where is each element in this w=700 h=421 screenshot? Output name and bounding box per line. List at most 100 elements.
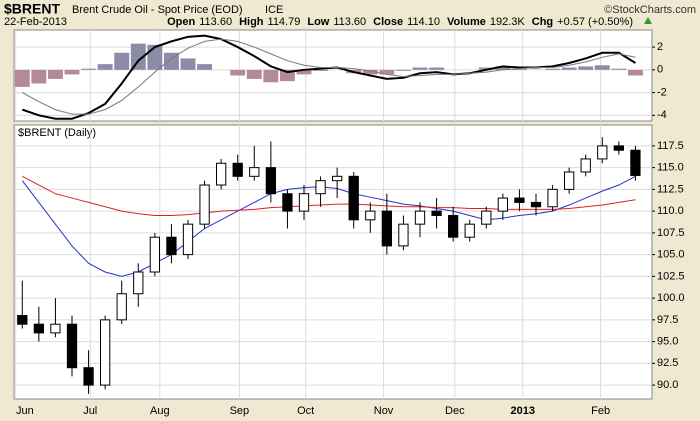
exchange: ICE xyxy=(265,4,283,16)
histogram-bar xyxy=(180,58,196,70)
histogram-bar xyxy=(495,66,511,70)
candle-body xyxy=(133,271,144,295)
candle-body xyxy=(514,197,525,203)
quote-label: Chg xyxy=(532,16,553,28)
histogram-bar xyxy=(478,67,494,70)
candle-body xyxy=(182,223,194,256)
histogram-bar xyxy=(114,52,130,70)
quote-label: Low xyxy=(307,16,329,28)
y-tick-label: 102.5 xyxy=(657,270,685,282)
x-tick-label: Aug xyxy=(150,405,170,417)
quote-label: Volume xyxy=(447,16,486,28)
candle-body xyxy=(547,188,558,208)
y-tick-label: 115.0 xyxy=(657,162,684,174)
histogram-bar xyxy=(611,68,627,70)
histogram-bar xyxy=(412,67,428,70)
price-panel xyxy=(13,124,653,400)
candle-body xyxy=(497,197,508,212)
y-tick-label: -4 xyxy=(657,109,667,121)
credit: ©StockCharts.com xyxy=(604,4,696,16)
candle-body xyxy=(564,171,575,190)
quote-bar: Open 113.60 High 114.79 Low 113.60 Close 114.10… xyxy=(167,16,633,28)
candle-body xyxy=(17,314,28,325)
y-tick-label: 110.0 xyxy=(657,205,684,217)
histogram-bar xyxy=(31,69,47,84)
candle-body xyxy=(116,293,127,321)
ticker: $BRENT xyxy=(4,1,60,17)
candle-body xyxy=(365,210,376,221)
histogram-bar xyxy=(163,52,179,70)
histogram-bar xyxy=(379,69,395,75)
y-tick-label: 2 xyxy=(657,41,663,53)
y-tick-label: 95.0 xyxy=(657,335,678,347)
quote-value: 192.3K xyxy=(490,16,526,28)
quote-label: Close xyxy=(373,16,403,28)
y-tick-label: 100.0 xyxy=(657,292,685,304)
candle-body xyxy=(166,236,177,256)
x-tick-label: Sep xyxy=(230,405,250,417)
y-tick-label: 90.0 xyxy=(657,379,678,391)
histogram-bar xyxy=(130,43,146,70)
up-arrow xyxy=(644,17,652,24)
y-tick-label: 112.5 xyxy=(657,183,684,195)
candle-body xyxy=(199,184,210,225)
histogram-bar xyxy=(511,68,527,70)
x-tick-label: Jul xyxy=(83,405,97,417)
candle-body xyxy=(315,180,326,195)
candle-body xyxy=(630,149,641,176)
histogram-bar xyxy=(230,69,246,76)
y-tick-label: 0 xyxy=(657,64,663,76)
x-tick-label: Nov xyxy=(374,405,394,417)
histogram-bar xyxy=(64,69,80,75)
candle-body xyxy=(282,193,293,212)
candle-body xyxy=(580,158,591,173)
y-tick-label: 105.0 xyxy=(657,249,685,261)
line xyxy=(21,175,636,277)
x-tick-label: Dec xyxy=(445,405,465,417)
quote-value: 114.10 xyxy=(407,16,440,28)
candle-body xyxy=(232,162,243,177)
histogram-bar xyxy=(14,69,30,87)
candle-body xyxy=(431,210,442,216)
y-tick-label: 92.5 xyxy=(657,357,678,369)
date: 22-Feb-2013 xyxy=(4,16,67,28)
candle-body xyxy=(298,193,310,212)
candle-body xyxy=(249,167,260,177)
quote-value: 114.79 xyxy=(268,16,301,28)
candle-body xyxy=(398,223,409,247)
y-tick-label: 107.5 xyxy=(657,227,685,239)
line xyxy=(22,38,636,115)
histogram-bar xyxy=(395,69,411,71)
histogram-bar xyxy=(97,64,113,70)
histogram-bar xyxy=(313,69,329,71)
histogram-bar xyxy=(81,68,97,70)
x-tick-label: 2013 xyxy=(511,405,535,417)
candle-body xyxy=(613,145,624,151)
histogram-bar xyxy=(246,69,262,79)
histogram-bar xyxy=(429,67,445,70)
histogram-bar xyxy=(545,68,561,70)
candle-body xyxy=(66,323,78,369)
candle-body xyxy=(33,323,44,334)
histogram-bar xyxy=(561,67,577,70)
histogram-bar xyxy=(197,64,213,70)
candle-body xyxy=(597,145,608,160)
y-tick-label: 97.5 xyxy=(657,314,678,326)
histogram-bar xyxy=(47,69,63,79)
candle-body xyxy=(381,210,392,247)
candle-body xyxy=(100,319,111,386)
x-tick-label: Feb xyxy=(591,405,610,417)
candle-body xyxy=(332,175,343,182)
candle-body xyxy=(149,236,160,273)
histogram-bar xyxy=(578,66,594,70)
macd-panel xyxy=(13,29,653,122)
histogram-bar xyxy=(362,69,378,75)
candle-body xyxy=(481,210,492,225)
y-tick-label: 117.5 xyxy=(657,140,684,152)
candle-body xyxy=(530,201,542,208)
x-tick-label: Jun xyxy=(16,405,34,417)
quote-label: Open xyxy=(167,16,195,28)
histogram-bar xyxy=(627,69,643,76)
histogram-bar xyxy=(296,69,312,75)
